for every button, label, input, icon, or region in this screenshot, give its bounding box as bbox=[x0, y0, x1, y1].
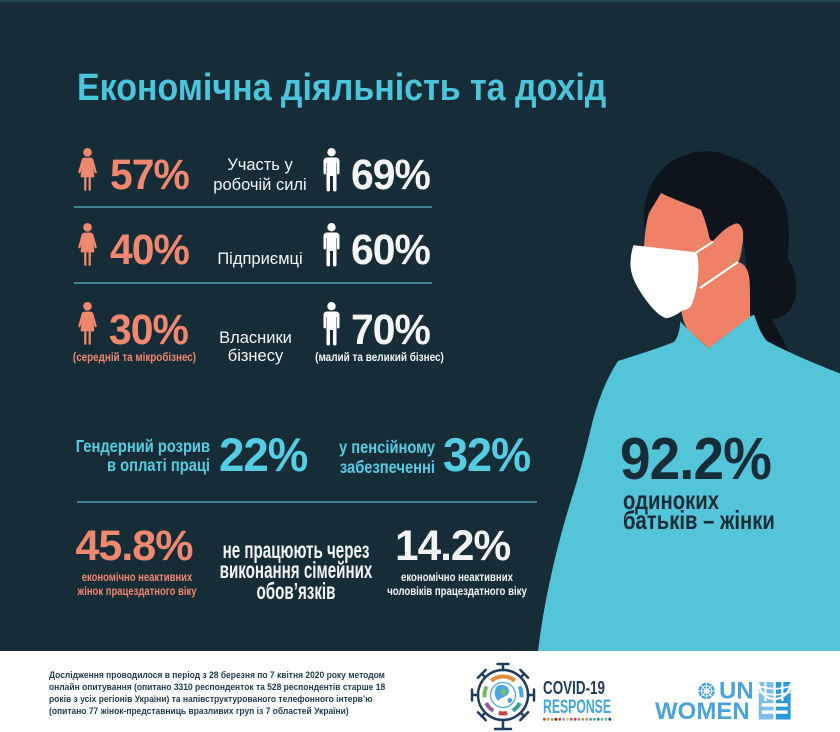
svg-text:COVID-19: COVID-19 bbox=[543, 678, 605, 698]
svg-text:RESPONSE: RESPONSE bbox=[543, 697, 611, 718]
svg-text:WOMEN: WOMEN bbox=[655, 698, 750, 722]
svg-text:UN: UN bbox=[719, 678, 754, 705]
